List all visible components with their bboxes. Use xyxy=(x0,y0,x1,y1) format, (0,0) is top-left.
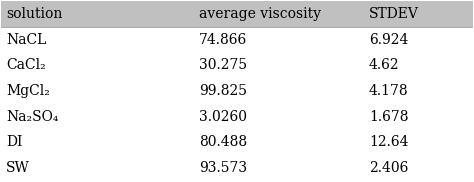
Text: 80.488: 80.488 xyxy=(199,135,247,149)
Text: NaCL: NaCL xyxy=(6,33,46,47)
FancyBboxPatch shape xyxy=(1,53,473,78)
Text: 6.924: 6.924 xyxy=(369,33,408,47)
Text: 30.275: 30.275 xyxy=(199,58,247,72)
Text: 93.573: 93.573 xyxy=(199,161,247,175)
Text: SW: SW xyxy=(6,161,30,175)
Text: 3.0260: 3.0260 xyxy=(199,110,247,124)
Text: STDEV: STDEV xyxy=(369,7,419,21)
FancyBboxPatch shape xyxy=(1,129,473,155)
Text: DI: DI xyxy=(6,135,22,149)
Text: 4.178: 4.178 xyxy=(369,84,409,98)
FancyBboxPatch shape xyxy=(1,27,473,53)
Text: solution: solution xyxy=(6,7,63,21)
FancyBboxPatch shape xyxy=(1,1,473,27)
Text: 74.866: 74.866 xyxy=(199,33,247,47)
Text: 99.825: 99.825 xyxy=(199,84,247,98)
Text: average viscosity: average viscosity xyxy=(199,7,321,21)
FancyBboxPatch shape xyxy=(1,155,473,181)
FancyBboxPatch shape xyxy=(1,78,473,104)
Text: CaCl₂: CaCl₂ xyxy=(6,58,46,72)
Text: 4.62: 4.62 xyxy=(369,58,400,72)
FancyBboxPatch shape xyxy=(1,104,473,129)
Text: MgCl₂: MgCl₂ xyxy=(6,84,50,98)
Text: Na₂SO₄: Na₂SO₄ xyxy=(6,110,58,124)
Text: 12.64: 12.64 xyxy=(369,135,409,149)
Text: 1.678: 1.678 xyxy=(369,110,409,124)
Text: 2.406: 2.406 xyxy=(369,161,408,175)
